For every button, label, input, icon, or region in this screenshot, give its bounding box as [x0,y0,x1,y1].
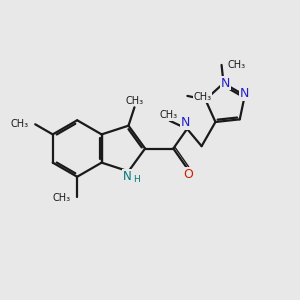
Text: N: N [181,116,190,129]
Text: CH₃: CH₃ [193,92,212,102]
Text: N: N [240,87,250,101]
Text: N: N [123,170,131,183]
Text: O: O [184,168,194,181]
Text: N: N [221,77,231,90]
Text: H: H [134,175,140,184]
Text: CH₃: CH₃ [11,119,29,129]
Text: CH₃: CH₃ [159,110,177,120]
Text: CH₃: CH₃ [52,194,70,203]
Text: CH₃: CH₃ [125,96,143,106]
Text: CH₃: CH₃ [227,60,246,70]
